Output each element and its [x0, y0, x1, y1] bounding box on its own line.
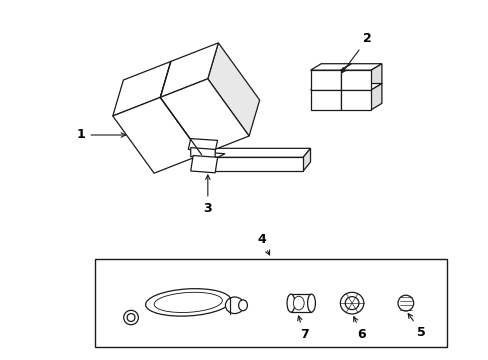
- Polygon shape: [190, 156, 217, 173]
- Polygon shape: [310, 70, 340, 90]
- Text: 5: 5: [407, 314, 425, 339]
- Ellipse shape: [238, 300, 247, 311]
- Polygon shape: [205, 148, 310, 157]
- Polygon shape: [340, 84, 351, 110]
- Ellipse shape: [340, 292, 363, 314]
- Polygon shape: [290, 294, 311, 312]
- Polygon shape: [370, 64, 381, 90]
- Polygon shape: [310, 84, 351, 90]
- Text: 2: 2: [342, 32, 371, 72]
- Text: 4: 4: [257, 233, 269, 255]
- Text: 3: 3: [203, 175, 212, 215]
- Text: 6: 6: [353, 317, 366, 341]
- Polygon shape: [340, 90, 370, 110]
- Polygon shape: [188, 139, 217, 151]
- Polygon shape: [340, 64, 351, 90]
- Polygon shape: [193, 152, 224, 157]
- Ellipse shape: [127, 314, 135, 321]
- Ellipse shape: [286, 294, 294, 312]
- Polygon shape: [310, 90, 340, 110]
- Polygon shape: [370, 84, 381, 110]
- Polygon shape: [340, 84, 381, 90]
- Ellipse shape: [293, 296, 304, 310]
- Polygon shape: [113, 98, 201, 173]
- Polygon shape: [310, 64, 351, 70]
- Ellipse shape: [154, 292, 222, 312]
- Polygon shape: [340, 70, 370, 90]
- Polygon shape: [190, 135, 224, 140]
- Ellipse shape: [345, 297, 358, 310]
- Ellipse shape: [307, 294, 315, 312]
- Polygon shape: [205, 157, 303, 171]
- Ellipse shape: [397, 295, 413, 311]
- Ellipse shape: [225, 297, 244, 314]
- Polygon shape: [113, 62, 170, 116]
- Text: 1: 1: [77, 129, 125, 141]
- Ellipse shape: [123, 310, 138, 325]
- Polygon shape: [190, 148, 215, 158]
- Text: 7: 7: [297, 316, 308, 341]
- Polygon shape: [303, 148, 310, 171]
- Ellipse shape: [145, 289, 230, 316]
- Polygon shape: [207, 43, 259, 136]
- Bar: [95, 259, 447, 347]
- Polygon shape: [160, 43, 218, 98]
- Polygon shape: [160, 79, 248, 154]
- Polygon shape: [340, 64, 381, 70]
